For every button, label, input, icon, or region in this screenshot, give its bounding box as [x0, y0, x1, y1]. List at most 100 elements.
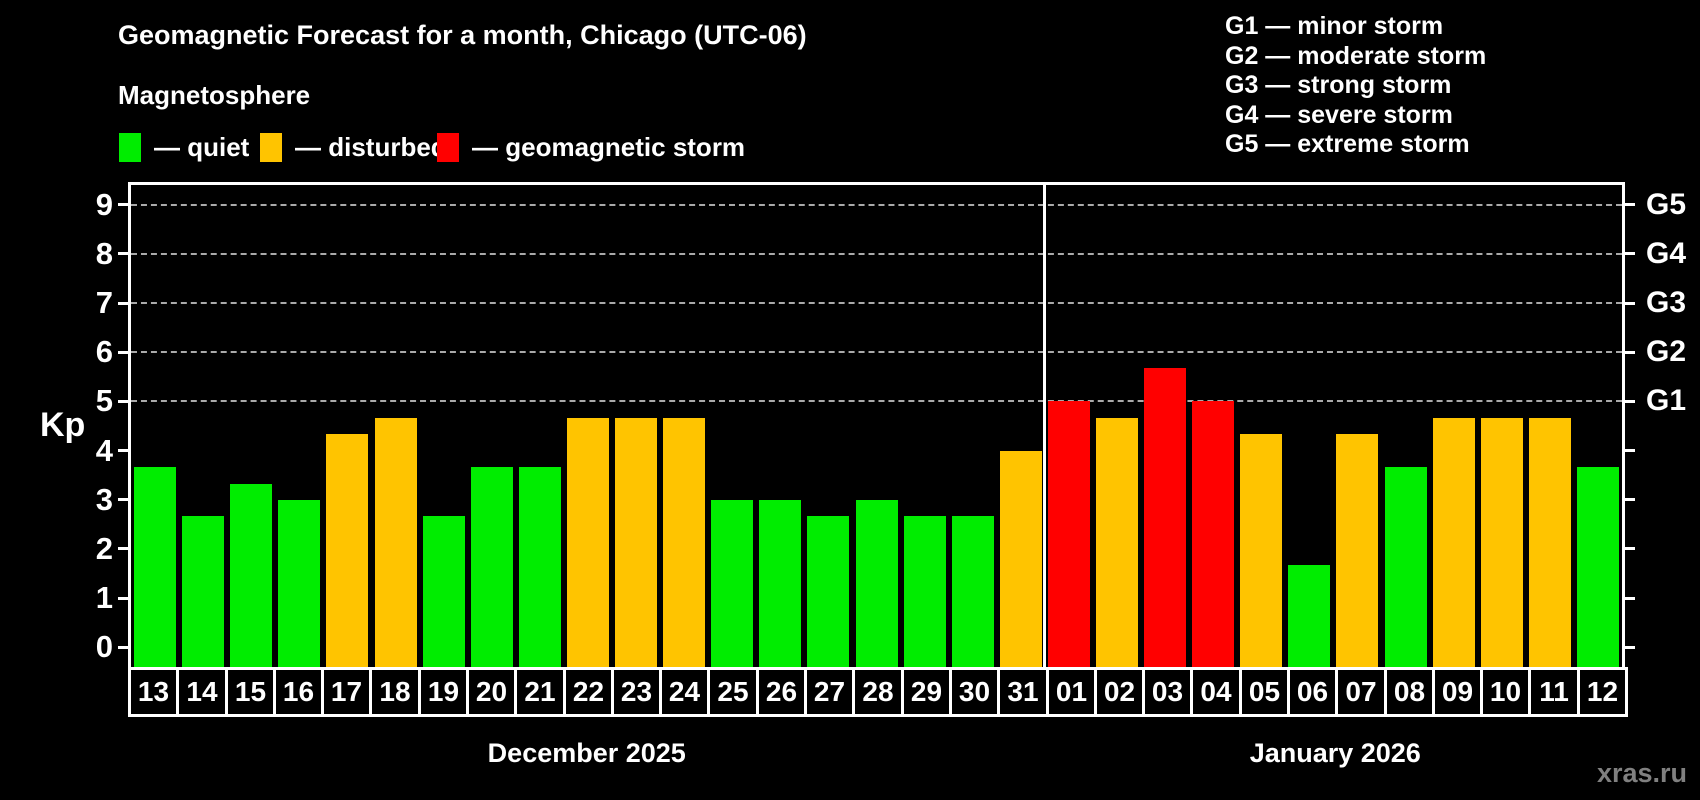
day-label-cell: 17	[321, 667, 372, 717]
y-tick-right	[1625, 301, 1635, 305]
kp-bar	[855, 499, 898, 667]
g5-legend-line: G5 — extreme storm	[1225, 130, 1470, 159]
kp-bar	[999, 450, 1042, 667]
legend-item-disturbed: — disturbed	[260, 132, 447, 162]
y-tick-left	[118, 203, 128, 207]
day-label-cell: 14	[176, 667, 228, 717]
kp-bar	[1144, 368, 1187, 667]
disturbed-label: — disturbed	[295, 131, 447, 162]
kp-bar	[1288, 565, 1331, 667]
kp-bar	[1095, 417, 1138, 667]
kp-bar	[374, 417, 417, 667]
day-label-cell: 01	[1046, 667, 1097, 717]
day-label-cell: 20	[466, 667, 517, 717]
y-tick-right	[1625, 203, 1635, 207]
x-axis-day-labels: 13 14 15 16 17 18 19 20 21 22 23 24 25 26 27 28 29 30 31 01…	[128, 667, 1631, 717]
kp-bar	[1576, 466, 1619, 667]
y-tick-right	[1625, 449, 1635, 453]
day-label-cell: 29	[901, 667, 952, 717]
y-tick-label: 8	[95, 235, 113, 271]
kp-bar	[1432, 417, 1475, 667]
day-label-cell: 04	[1190, 667, 1242, 717]
kp-bar	[1528, 417, 1571, 667]
y-tick-label: 9	[95, 186, 113, 222]
y-tick-label: 3	[95, 481, 113, 517]
day-label-cell: 23	[611, 667, 662, 717]
kp-bar	[711, 499, 754, 667]
g3-legend-line: G3 — strong storm	[1225, 71, 1452, 100]
gridline-kp6	[131, 351, 1622, 354]
day-label-cell: 25	[707, 667, 759, 717]
day-label-cell: 13	[128, 667, 179, 717]
day-label-cell: 10	[1480, 667, 1531, 717]
day-label-cell: 15	[225, 667, 276, 717]
gridline-kp5	[131, 400, 1622, 403]
day-label-cell: 27	[804, 667, 855, 717]
g-scale-label: G4	[1646, 236, 1687, 270]
y-tick-left	[118, 596, 128, 600]
legend-item-storm: — geomagnetic storm	[437, 132, 745, 162]
quiet-label: — quiet	[154, 131, 250, 162]
g-scale-label: G2	[1646, 335, 1687, 369]
y-tick-label: 4	[95, 432, 113, 468]
g2-legend-line: G2 — moderate storm	[1225, 41, 1487, 70]
kp-bar	[951, 516, 994, 667]
month-label-january: January 2026	[1249, 738, 1421, 768]
day-label-cell: 19	[418, 667, 469, 717]
kp-bar	[134, 466, 177, 667]
day-label-cell: 09	[1432, 667, 1483, 717]
kp-bar	[1336, 434, 1379, 667]
day-label-cell: 03	[1142, 667, 1193, 717]
y-tick-right	[1625, 645, 1635, 649]
g-scale-label: G1	[1646, 384, 1687, 418]
month-label-december: December 2025	[487, 738, 686, 768]
day-label-cell: 21	[514, 667, 566, 717]
y-tick-label: 5	[95, 383, 113, 419]
g1-legend-line: G1 — minor storm	[1225, 12, 1444, 40]
quiet-color-swatch	[119, 132, 141, 162]
y-tick-label: 7	[95, 285, 113, 321]
y-tick-right	[1625, 350, 1635, 354]
gridline-kp9	[131, 203, 1622, 206]
day-label-cell: 30	[949, 667, 1000, 717]
watermark: xras.ru	[1596, 758, 1687, 788]
y-tick-right	[1625, 547, 1635, 551]
y-tick-label: 6	[95, 334, 113, 370]
kp-bar	[326, 434, 369, 667]
kp-bar	[615, 417, 658, 667]
day-label-cell: 06	[1287, 667, 1338, 717]
y-tick-right	[1625, 399, 1635, 403]
day-label-cell: 07	[1335, 667, 1387, 717]
y-tick-left	[118, 301, 128, 305]
g4-legend-line: G4 — severe storm	[1225, 100, 1453, 129]
day-label-cell: 22	[563, 667, 614, 717]
kp-bar	[566, 417, 609, 667]
kp-bar	[1480, 417, 1523, 667]
plot-area: 0 1 2 3 4 5 6 7 8 9 G1 G2 G3 G4 G5	[96, 182, 1686, 670]
kp-bar	[759, 499, 802, 667]
gridline-kp7	[131, 302, 1622, 305]
kp-bar	[1047, 401, 1090, 667]
kp-bar	[278, 499, 321, 667]
month-separator	[1043, 185, 1047, 667]
y-tick-right	[1625, 498, 1635, 502]
gridline-kp8	[131, 252, 1622, 255]
day-label-cell: 02	[1094, 667, 1145, 717]
y-tick-label: 2	[95, 530, 113, 566]
kp-bar	[470, 466, 513, 667]
kp-bar	[422, 516, 465, 667]
g-scale-legend: G1 — minor storm G2 — moderate storm G3 …	[1225, 12, 1486, 160]
chart-subtitle: Magnetosphere	[118, 80, 311, 110]
g-scale-label: G5	[1646, 187, 1687, 221]
day-label-cell: 26	[756, 667, 807, 717]
kp-bar	[1192, 401, 1235, 667]
y-tick-left	[118, 498, 128, 502]
kp-bar	[663, 417, 706, 667]
legend-item-quiet: — quiet	[119, 132, 249, 162]
y-tick-left	[118, 350, 128, 354]
y-tick-right	[1625, 596, 1635, 600]
y-tick-right	[1625, 252, 1635, 256]
y-tick-left	[118, 449, 128, 453]
y-tick-left	[118, 547, 128, 551]
